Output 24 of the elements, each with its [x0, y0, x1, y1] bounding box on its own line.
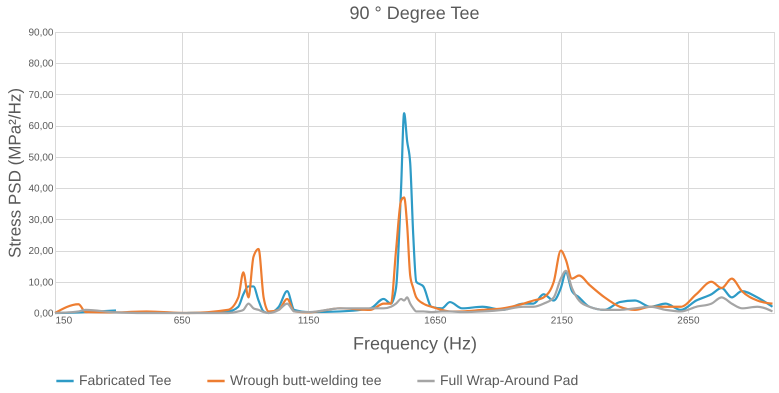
chart-title: 90 ° Degree Tee [350, 3, 480, 23]
legend-label: Fabricated Tee [79, 372, 172, 388]
y-tick-label: 80,00 [28, 58, 54, 70]
x-tick-label: 1650 [424, 316, 447, 326]
y-tick-label: 30,00 [28, 214, 54, 226]
y-tick-label: 0,00 [34, 308, 54, 320]
line-series [54, 196, 774, 314]
x-tick-label: 650 [174, 316, 191, 326]
legend-label: Full Wrap-Around Pad [440, 372, 578, 388]
y-axis-title: Stress PSD (MPa²/Hz) [5, 88, 24, 258]
x-axis-title: Frequency (Hz) [352, 334, 478, 354]
y-tick-label: 70,00 [28, 90, 54, 101]
y-tick-label: 40,00 [28, 184, 54, 195]
line-series [54, 270, 774, 314]
y-tick-label: 10,00 [28, 277, 54, 288]
x-tick-label: 150 [56, 316, 73, 326]
legend-label: Wrough butt-welding tee [230, 372, 382, 388]
x-tick-label: 2650 [677, 316, 700, 326]
y-tick-label: 20,00 [28, 246, 54, 258]
y-tick-label: 50,00 [28, 152, 54, 164]
x-tick-label: 1150 [298, 316, 320, 326]
x-tick-label: 2150 [550, 316, 574, 326]
y-tick-label: 90,00 [28, 28, 54, 38]
y-tick-label: 60,00 [28, 121, 54, 132]
